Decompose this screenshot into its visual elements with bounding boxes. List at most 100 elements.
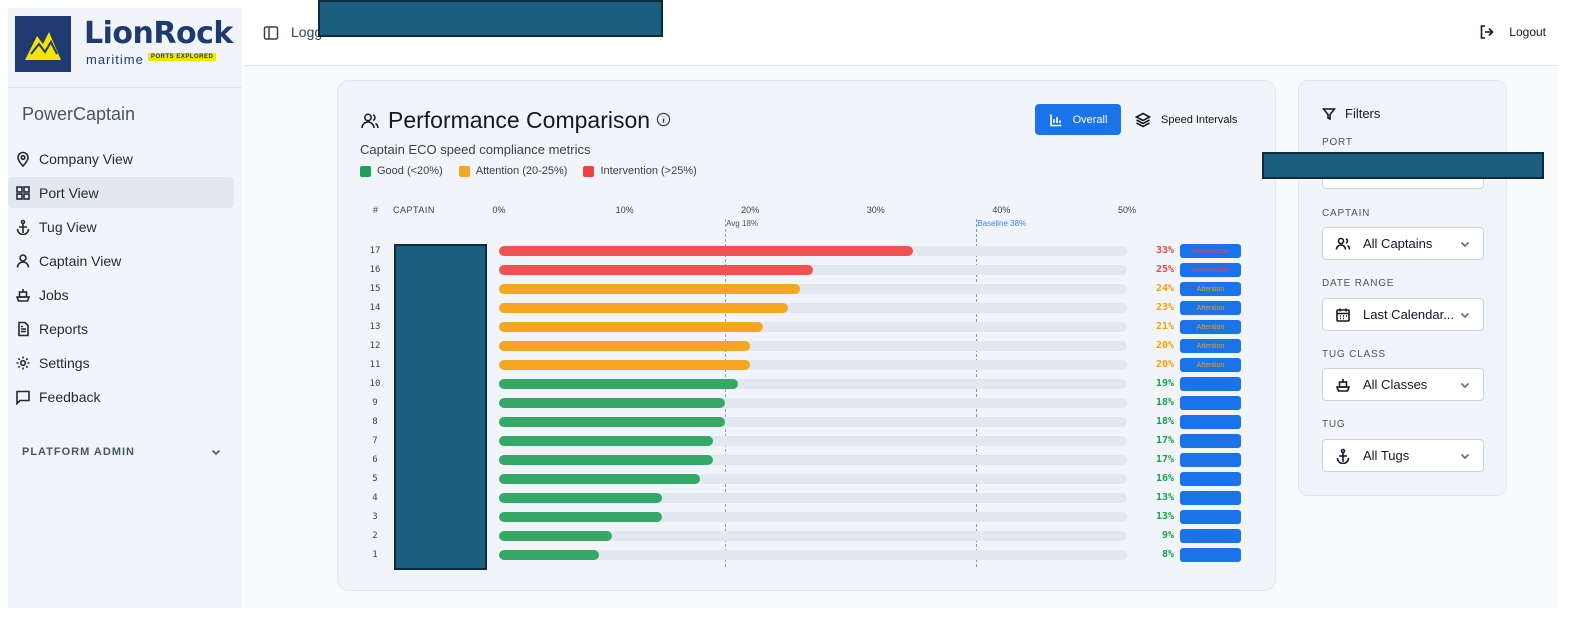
table-row[interactable]: 8 18% Good [338,415,1277,434]
tug-select[interactable]: All Tugs [1322,439,1484,472]
table-row[interactable]: 16 25% Intervention [338,263,1277,282]
status-badge: Attention [1180,282,1241,296]
value-label: 13% [1155,492,1174,503]
value-label: 17% [1155,435,1174,446]
value-label: 33% [1155,245,1174,256]
table-row[interactable]: 2 9% Good [338,529,1277,548]
value-label: 23% [1155,302,1174,313]
row-rank: 7 [372,436,378,446]
value-label: 18% [1155,416,1174,427]
table-row[interactable]: 9 18% Good [338,396,1277,415]
row-rank: 6 [372,455,378,465]
status-badge: Attention [1180,339,1241,353]
sidebar-item-captain-view[interactable]: Captain View [8,245,234,276]
chevron-down-icon [1460,312,1470,318]
row-rank: 14 [369,303,381,313]
sidebar-item-settings[interactable]: Settings [8,347,234,378]
average-label: Avg 18% [726,219,758,228]
bar [499,360,751,370]
brand-sub: maritime [86,52,144,67]
captain-select[interactable]: All Captains [1322,227,1484,260]
value-label: 17% [1155,454,1174,465]
sidebar-item-tug-view[interactable]: Tug View [8,211,234,242]
info-icon[interactable] [656,112,671,127]
user-icon [16,253,30,268]
x-tick-label: 30% [866,205,885,215]
anchor-icon [16,219,30,235]
table-row[interactable]: 15 24% Attention [338,282,1277,301]
value-label: 21% [1155,321,1174,332]
map-pin-icon [17,151,29,167]
captain-label: CAPTAIN [1322,208,1371,219]
value-label: 9% [1161,530,1174,541]
tug-label: TUG [1322,419,1346,430]
sidebar-toggle-icon[interactable] [263,25,279,41]
date-range-label: DATE RANGE [1322,278,1395,289]
value-label: 8% [1161,549,1174,560]
app-name: PowerCaptain [22,104,136,124]
legend-label: Good (<20%) [377,165,443,177]
users-icon [1335,237,1351,250]
platform-admin-toggle[interactable]: PLATFORM ADMIN [22,446,222,458]
sidebar-item-company-view[interactable]: Company View [8,143,234,174]
lionrock-logo-icon [15,16,71,72]
row-rank: 12 [369,341,381,351]
bar [499,398,726,408]
legend-swatch [360,165,371,177]
speed-intervals-button[interactable]: Speed Intervals [1135,104,1245,135]
logout-button[interactable]: Logout [1479,24,1546,40]
row-rank: 10 [369,379,381,389]
message-icon [16,390,30,405]
table-row[interactable]: 7 17% Good [338,434,1277,453]
bar-track [499,436,1127,446]
table-row[interactable]: 13 21% Attention [338,320,1277,339]
status-badge: Good [1180,510,1241,524]
legend-item-attention: Attention (20-25%) [458,165,567,177]
status-badge: Good [1180,491,1241,505]
table-row[interactable]: 5 16% Good [338,472,1277,491]
tug-class-value: All Classes [1363,377,1428,392]
bar [499,531,613,541]
table-row[interactable]: 4 13% Good [338,491,1277,510]
overall-button[interactable]: Overall [1035,104,1121,135]
table-row[interactable]: 17 33% Intervention [338,244,1277,263]
table-row[interactable]: 11 20% Attention [338,358,1277,377]
sidebar-item-port-view[interactable]: Port View [8,177,234,208]
sidebar-item-feedback[interactable]: Feedback [8,381,234,412]
logout-label: Logout [1509,25,1546,39]
legend-item-intervention: Intervention (>25%) [583,165,697,177]
baseline-line [976,219,978,567]
date-range-select[interactable]: Last Calendar... [1322,298,1484,331]
platform-admin-label: PLATFORM ADMIN [22,446,135,458]
row-rank: 2 [372,531,378,541]
chevron-down-icon [1460,453,1470,459]
bar [499,455,713,465]
table-row[interactable]: 14 23% Attention [338,301,1277,320]
row-rank: 8 [372,417,378,427]
table-row[interactable]: 3 13% Good [338,510,1277,529]
ship-icon [15,288,31,302]
bar-track [499,474,1127,484]
date-range-value: Last Calendar... [1363,307,1455,322]
sidebar-item-label: Company View [39,150,133,167]
sidebar-item-jobs[interactable]: Jobs [8,279,234,310]
row-rank: 9 [372,398,378,408]
tug-class-select[interactable]: All Classes [1322,368,1484,401]
status-badge: Good [1180,472,1241,486]
legend-swatch [458,165,470,177]
filter-icon [1322,107,1336,120]
gear-icon [16,356,30,369]
status-badge: Good [1180,377,1241,391]
value-label: 18% [1155,397,1174,408]
value-label: 20% [1155,359,1174,370]
bar-track [499,531,1127,541]
sidebar-item-reports[interactable]: Reports [8,313,234,344]
table-row[interactable]: 10 19% Good [338,377,1277,396]
table-row[interactable]: 1 8% Good [338,548,1277,567]
bar [499,436,713,446]
table-row[interactable]: 12 20% Attention [338,339,1277,358]
table-row[interactable]: 6 17% Good [338,453,1277,472]
bar [499,417,726,427]
tug-select-value: All Tugs [1363,448,1410,463]
filters-title: Filters [1322,106,1380,121]
